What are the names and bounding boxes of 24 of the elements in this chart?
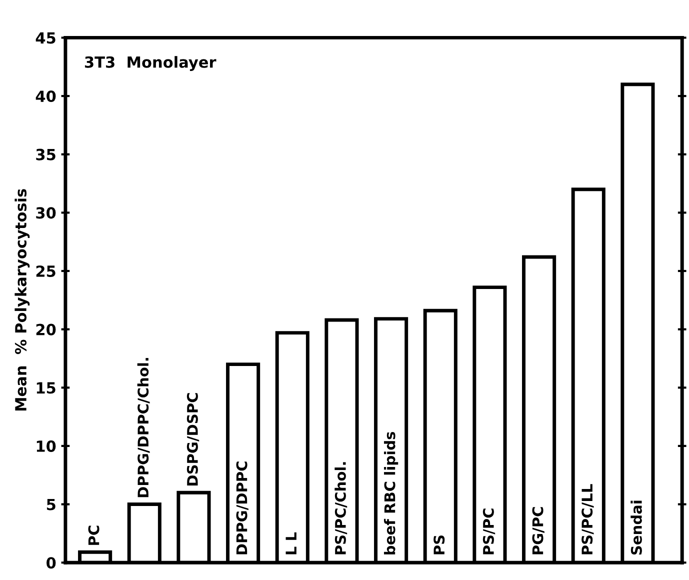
x-tick-label: beef RBC lipids xyxy=(384,432,398,554)
x-tick-label: DPPG/DPPC xyxy=(236,462,248,554)
y-tick-label: 30 xyxy=(36,207,56,219)
x-tick-label: DPPG/DPPC/Chol. xyxy=(137,358,150,498)
y-tick-label: 25 xyxy=(36,265,56,278)
y-tick-label: 5 xyxy=(46,498,56,510)
y-tick-label: 15 xyxy=(36,382,56,394)
x-tick-label: PS xyxy=(434,535,445,554)
y-tick-label: 10 xyxy=(36,440,56,452)
y-tick-label: 35 xyxy=(36,148,56,160)
y-tick-label: 40 xyxy=(36,90,56,102)
x-tick-label: PS/PC/Chol. xyxy=(334,462,348,554)
x-tick-label: DSPG/DSPC xyxy=(186,393,200,486)
y-tick-label: 20 xyxy=(36,324,56,336)
x-tick-label: PC xyxy=(88,526,100,545)
x-tick-label: PS/PC xyxy=(482,508,496,554)
x-tick-label: L L xyxy=(286,532,296,554)
text: 3T3 Monolayer xyxy=(84,56,216,71)
x-tick-label: PG/PC xyxy=(532,507,544,554)
y-axis-title: Mean % Polykaryocytosis xyxy=(14,189,30,411)
x-tick-label: PS/PC/LL xyxy=(582,484,594,554)
x-tick-label: Sendai xyxy=(630,500,642,555)
y-tick-label: 0 xyxy=(46,557,56,569)
y-tick-label: 45 xyxy=(36,32,56,44)
